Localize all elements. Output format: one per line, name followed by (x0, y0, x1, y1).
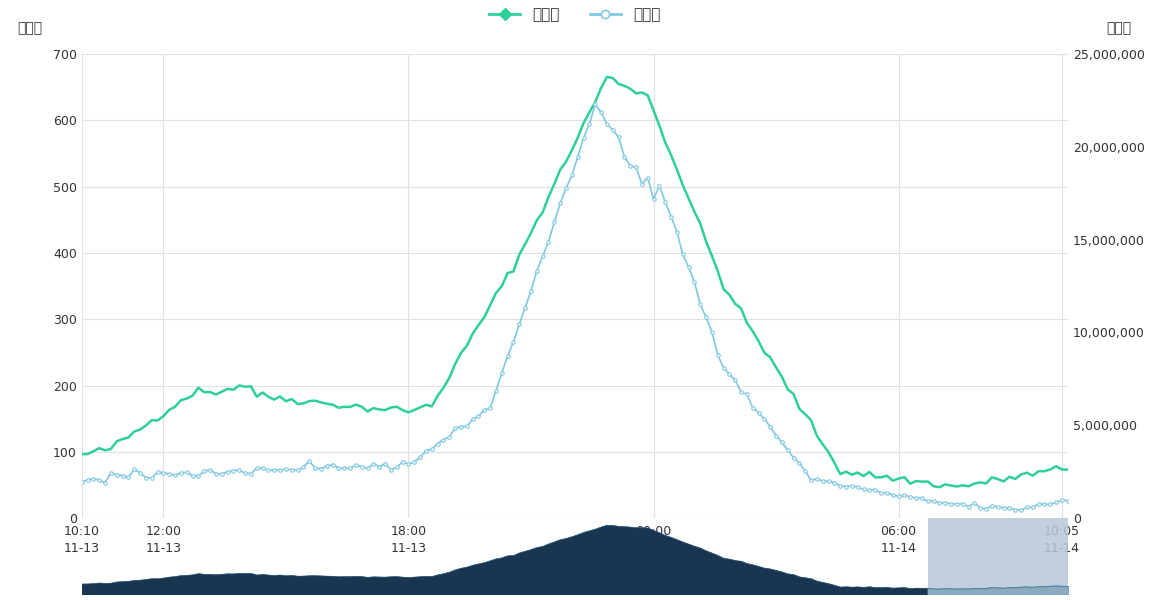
Legend: 直播中, 总人气: 直播中, 总人气 (483, 1, 666, 29)
Text: 直播中: 直播中 (18, 22, 43, 35)
Bar (928, 518, 1068, 594)
Text: 总人气: 总人气 (1106, 22, 1132, 35)
